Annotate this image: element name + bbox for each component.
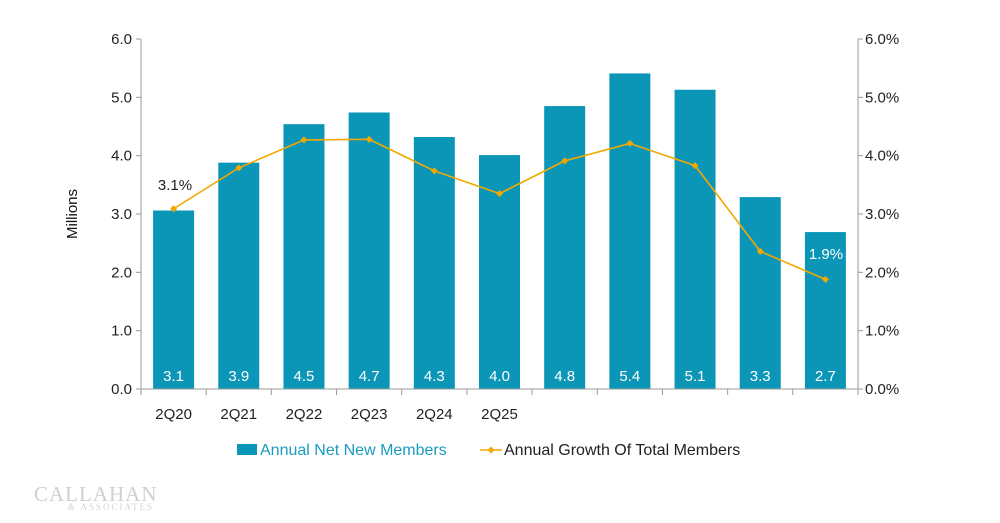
bar [153,210,195,389]
annotation-first-growth: 3.1% [158,177,192,194]
bar [674,89,716,389]
growth-point [365,135,373,143]
y-right-tick-label: 6.0% [865,31,899,48]
legend-line-label: Annual Growth Of Total Members [504,442,740,459]
growth-point [300,136,308,144]
y-right-tick-label: 0.0% [865,381,899,398]
bar-data-label: 3.1 [163,368,184,385]
y-left-tick-label: 3.0 [111,206,132,223]
x-tick-label: 2Q22 [286,406,323,423]
bar-data-label: 4.5 [294,368,315,385]
bar-data-label: 3.3 [750,368,771,385]
callahan-logo: CALLAHAN & ASSOCIATES [34,482,158,513]
growth-point [170,205,178,213]
y-left-tick-label: 2.0 [111,264,132,281]
bar [739,197,781,389]
x-tick-label: 2Q20 [155,406,192,423]
y-right-tick-label: 4.0% [865,148,899,165]
bar-data-label: 4.8 [554,368,575,385]
bar-data-label: 4.7 [359,368,380,385]
bar [413,137,455,389]
bar-data-label: 4.0 [489,368,510,385]
bar [283,124,325,390]
growth-point [561,157,569,165]
bar [544,106,586,389]
growth-point [756,247,764,255]
logo-sub: & ASSOCIATES [67,502,154,512]
bar-data-label: 5.4 [619,368,640,385]
bar [609,73,651,390]
x-tick-label: 2Q25 [481,406,518,423]
y-right-tick-label: 1.0% [865,323,899,340]
y-left-tick-label: 5.0 [111,89,132,106]
legend-bar-swatch [237,444,257,455]
x-tick-label: 2Q23 [351,406,388,423]
bar-data-label: 5.1 [685,368,706,385]
x-tick-label: 2Q21 [220,406,257,423]
bar-data-label: 4.3 [424,368,445,385]
growth-point [235,164,243,172]
growth-point [430,167,438,175]
growth-point [496,190,503,198]
y-right-tick-label: 5.0% [865,89,899,106]
legend-bar-label: Annual Net New Members [260,442,447,459]
y-left-tick-label: 4.0 [111,148,132,165]
y-left-tick-label: 0.0 [111,381,132,398]
growth-point [626,139,634,147]
bar [804,232,846,389]
y-right-tick-label: 2.0% [865,264,899,281]
growth-point [691,162,699,170]
x-tick-label: 2Q24 [416,406,453,423]
annotation-last-growth: 1.9% [809,246,843,263]
bar-data-label: 2.7 [815,368,836,385]
y-left-tick-label: 6.0 [111,31,132,48]
bar-data-label: 3.9 [228,368,249,385]
legend: Annual Net New Members Annual Growth Of … [237,442,740,459]
y-axis-left-title: Millions [64,189,81,239]
legend-line-marker [487,446,495,454]
logo-name: CALLAHAN [34,482,158,506]
bar [348,112,390,389]
y-right-tick-label: 3.0% [865,206,899,223]
bar [218,162,260,389]
y-left-tick-label: 1.0 [111,323,132,340]
growth-point [821,275,829,283]
